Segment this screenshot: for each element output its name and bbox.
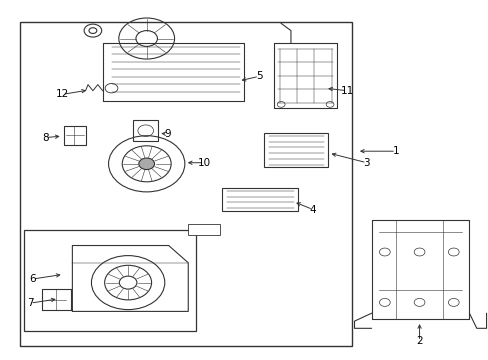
- Bar: [24, 230, 195, 331]
- Text: 6: 6: [29, 274, 36, 284]
- Circle shape: [139, 158, 154, 170]
- Text: 3: 3: [363, 158, 369, 168]
- Text: 10: 10: [198, 158, 210, 168]
- Text: 12: 12: [56, 89, 69, 99]
- Text: 8: 8: [42, 132, 49, 143]
- Bar: [264, 133, 327, 167]
- Bar: [188, 224, 220, 235]
- Text: 7: 7: [27, 298, 34, 308]
- Bar: [63, 126, 85, 145]
- Text: 5: 5: [255, 71, 262, 81]
- Bar: [222, 188, 298, 211]
- Bar: [133, 120, 158, 141]
- Text: 4: 4: [309, 204, 316, 215]
- Text: 9: 9: [163, 129, 170, 139]
- Text: 1: 1: [392, 146, 399, 156]
- Bar: [20, 22, 351, 346]
- Text: 11: 11: [340, 86, 353, 96]
- Text: 2: 2: [415, 336, 422, 346]
